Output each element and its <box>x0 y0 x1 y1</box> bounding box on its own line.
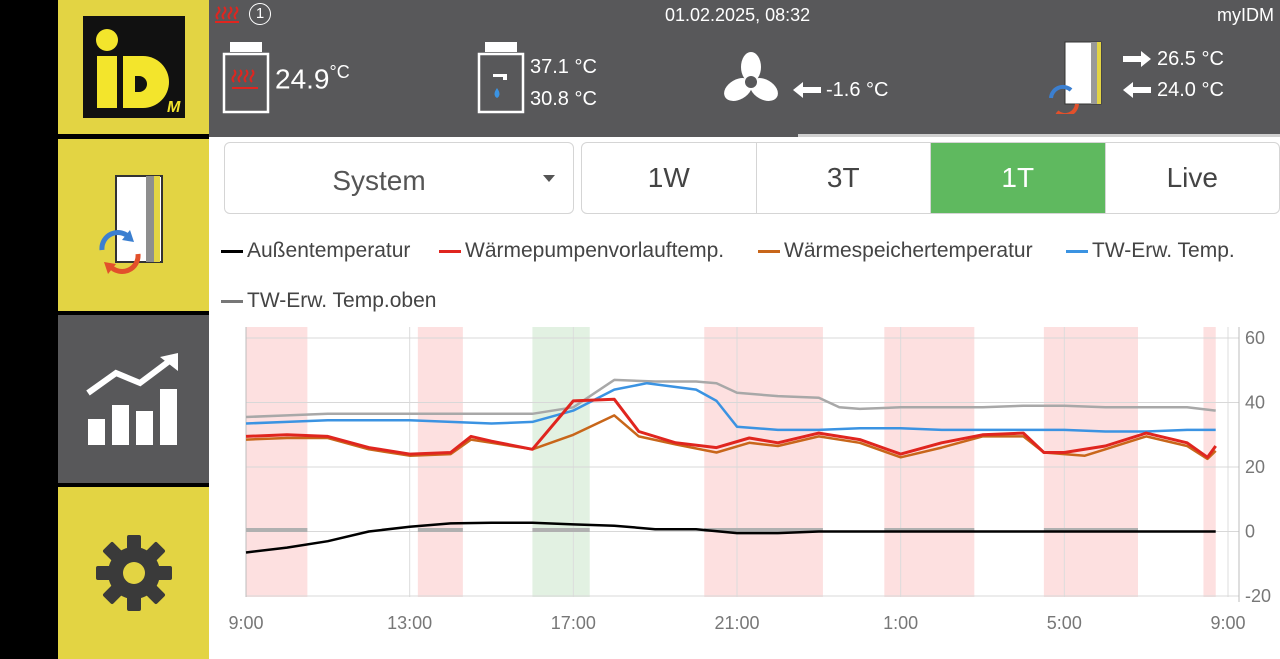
heat-pump-icon <box>98 175 163 274</box>
chart-x-tick-label: 17:00 <box>551 613 596 633</box>
svg-text:M: M <box>167 99 181 116</box>
chart-y-tick-label: 40 <box>1245 393 1265 413</box>
hot-water-tank-icon <box>477 42 525 114</box>
system-dropdown-label: System <box>332 165 426 196</box>
idm-logo: M <box>82 16 185 118</box>
heat-storage-icon <box>222 42 270 114</box>
chart-y-tick-label: 20 <box>1245 457 1265 477</box>
brand-label: myIDM <box>1217 5 1274 25</box>
fan-icon <box>724 52 778 101</box>
caret-down-icon <box>543 175 555 182</box>
legend-item-2[interactable]: Wärmespeichertemperatur <box>758 239 1033 263</box>
statistics-panel: System 1W 3T 1T Live Außentemperatur Wär… <box>209 137 1280 659</box>
heat-pump-status-icon <box>1049 41 1102 114</box>
status-header: 1 01.02.2025, 08:32 myIDM 24.9°C 37.1 °C… <box>209 0 1280 137</box>
legend-item-3[interactable]: TW-Erw. Temp. <box>1066 239 1235 263</box>
header-divider <box>798 134 1280 138</box>
datetime: 01.02.2025, 08:32 <box>665 5 811 25</box>
statistics-icon <box>85 353 178 445</box>
alert-count-badge[interactable]: 1 <box>249 3 271 25</box>
return-temp: 24.0 °C <box>1157 79 1224 101</box>
range-button-1w[interactable]: 1W <box>582 143 757 213</box>
chart-band <box>417 327 463 597</box>
chart-band <box>1043 327 1138 597</box>
chart-band <box>704 327 823 597</box>
chart-x-tick-label: 13:00 <box>387 613 432 633</box>
chart-series-line <box>245 521 1216 554</box>
hot-water-temp-bottom: 30.8 °C <box>530 88 597 110</box>
chart-y-tick-label: -20 <box>1245 586 1271 606</box>
chart-x-tick-label: 21:00 <box>714 613 759 633</box>
heat-storage-temp: 24.9°C <box>275 62 350 95</box>
flow-temp: 26.5 °C <box>1157 48 1224 70</box>
legend-item-0[interactable]: Außentemperatur <box>221 239 410 263</box>
sidebar-item-home[interactable]: M <box>58 0 209 134</box>
arrow-left-icon <box>1123 82 1151 98</box>
range-button-1t[interactable]: 1T <box>931 143 1106 213</box>
legend-item-4[interactable]: TW-Erw. Temp.oben <box>221 289 436 313</box>
chart-x-tick-label: 5:00 <box>1047 613 1082 633</box>
legend-item-1[interactable]: Wärmepumpenvorlauftemp. <box>439 239 724 263</box>
chart-y-tick-label: 0 <box>1245 522 1255 542</box>
sidebar-item-heat-pump[interactable] <box>58 139 209 311</box>
chart-band <box>246 327 308 597</box>
outdoor-temp: -1.6 °C <box>826 79 889 101</box>
system-dropdown[interactable]: System <box>224 142 574 214</box>
chart-x-tick-label: 9:00 <box>1210 613 1245 633</box>
chart-band <box>1203 327 1216 597</box>
chart-series-line <box>245 381 1216 433</box>
hot-water-temp-top: 37.1 °C <box>530 56 597 78</box>
range-button-3t[interactable]: 3T <box>757 143 931 213</box>
range-button-live[interactable]: Live <box>1166 162 1218 193</box>
arrow-right-icon <box>1123 51 1151 67</box>
sidebar-item-statistics[interactable] <box>58 315 209 483</box>
arrow-left-icon <box>793 82 821 98</box>
chart-band <box>884 327 975 597</box>
time-range-selector: 1W 3T 1T Live <box>581 142 1280 214</box>
chart-x-tick-label: 9:00 <box>228 613 263 633</box>
heating-icon <box>215 6 239 23</box>
sidebar-item-settings[interactable] <box>58 487 209 659</box>
chart-y-tick-label: 60 <box>1245 328 1265 348</box>
chart-x-tick-label: 1:00 <box>883 613 918 633</box>
chart-series-line <box>245 414 1217 461</box>
chart-band <box>532 327 590 597</box>
chart-series-line <box>245 378 1216 419</box>
gear-icon <box>95 535 172 611</box>
chart-series-line <box>245 397 1217 459</box>
